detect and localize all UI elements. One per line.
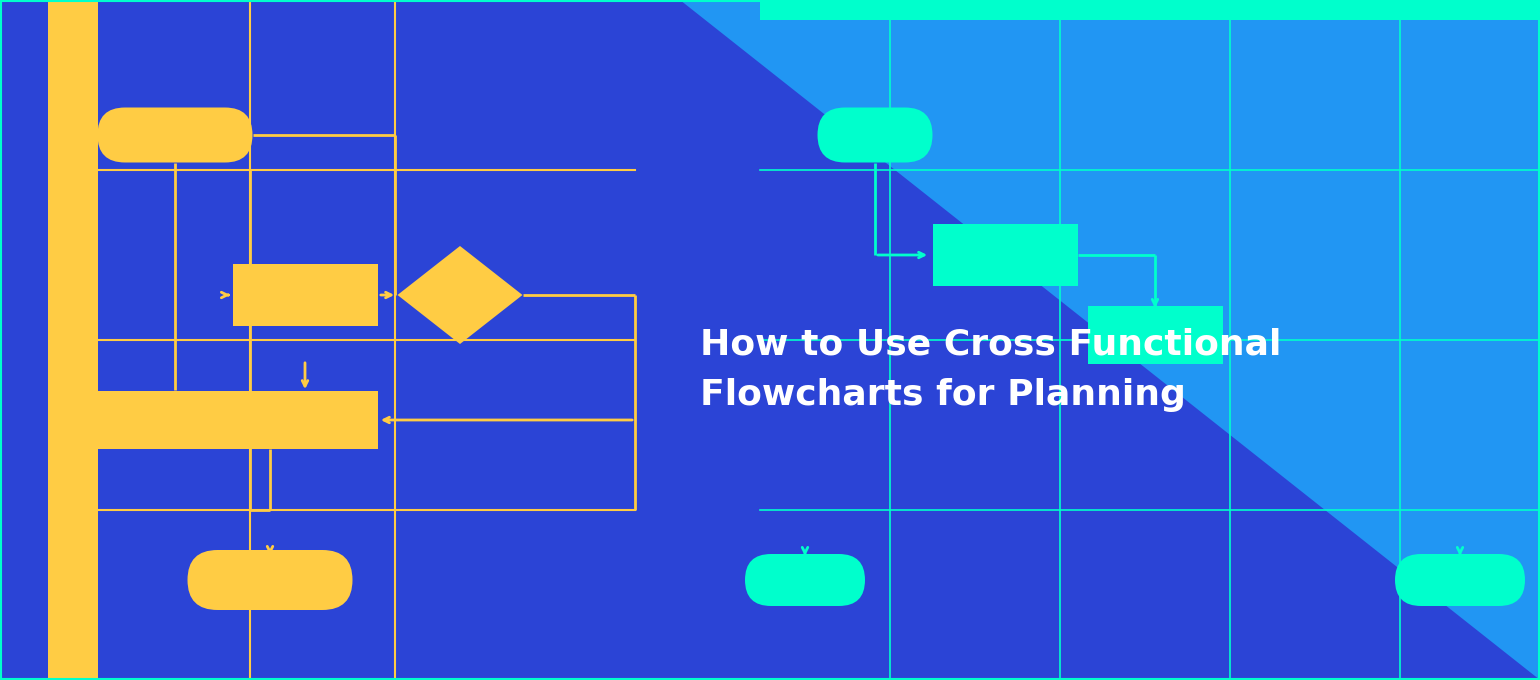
Text: How to Use Cross Functional
Flowcharts for Planning: How to Use Cross Functional Flowcharts f… [701,328,1281,412]
FancyBboxPatch shape [97,107,253,163]
Bar [95,391,236,449]
FancyBboxPatch shape [818,107,933,163]
FancyBboxPatch shape [745,554,865,606]
Bar [48,0,99,680]
Bar [933,224,1078,286]
FancyBboxPatch shape [188,550,353,610]
Bar [233,264,377,326]
Polygon shape [397,246,522,344]
Bar [233,391,377,449]
Bar [761,0,1538,20]
Bar [1087,306,1223,364]
Polygon shape [681,0,1540,680]
FancyBboxPatch shape [1395,554,1525,606]
